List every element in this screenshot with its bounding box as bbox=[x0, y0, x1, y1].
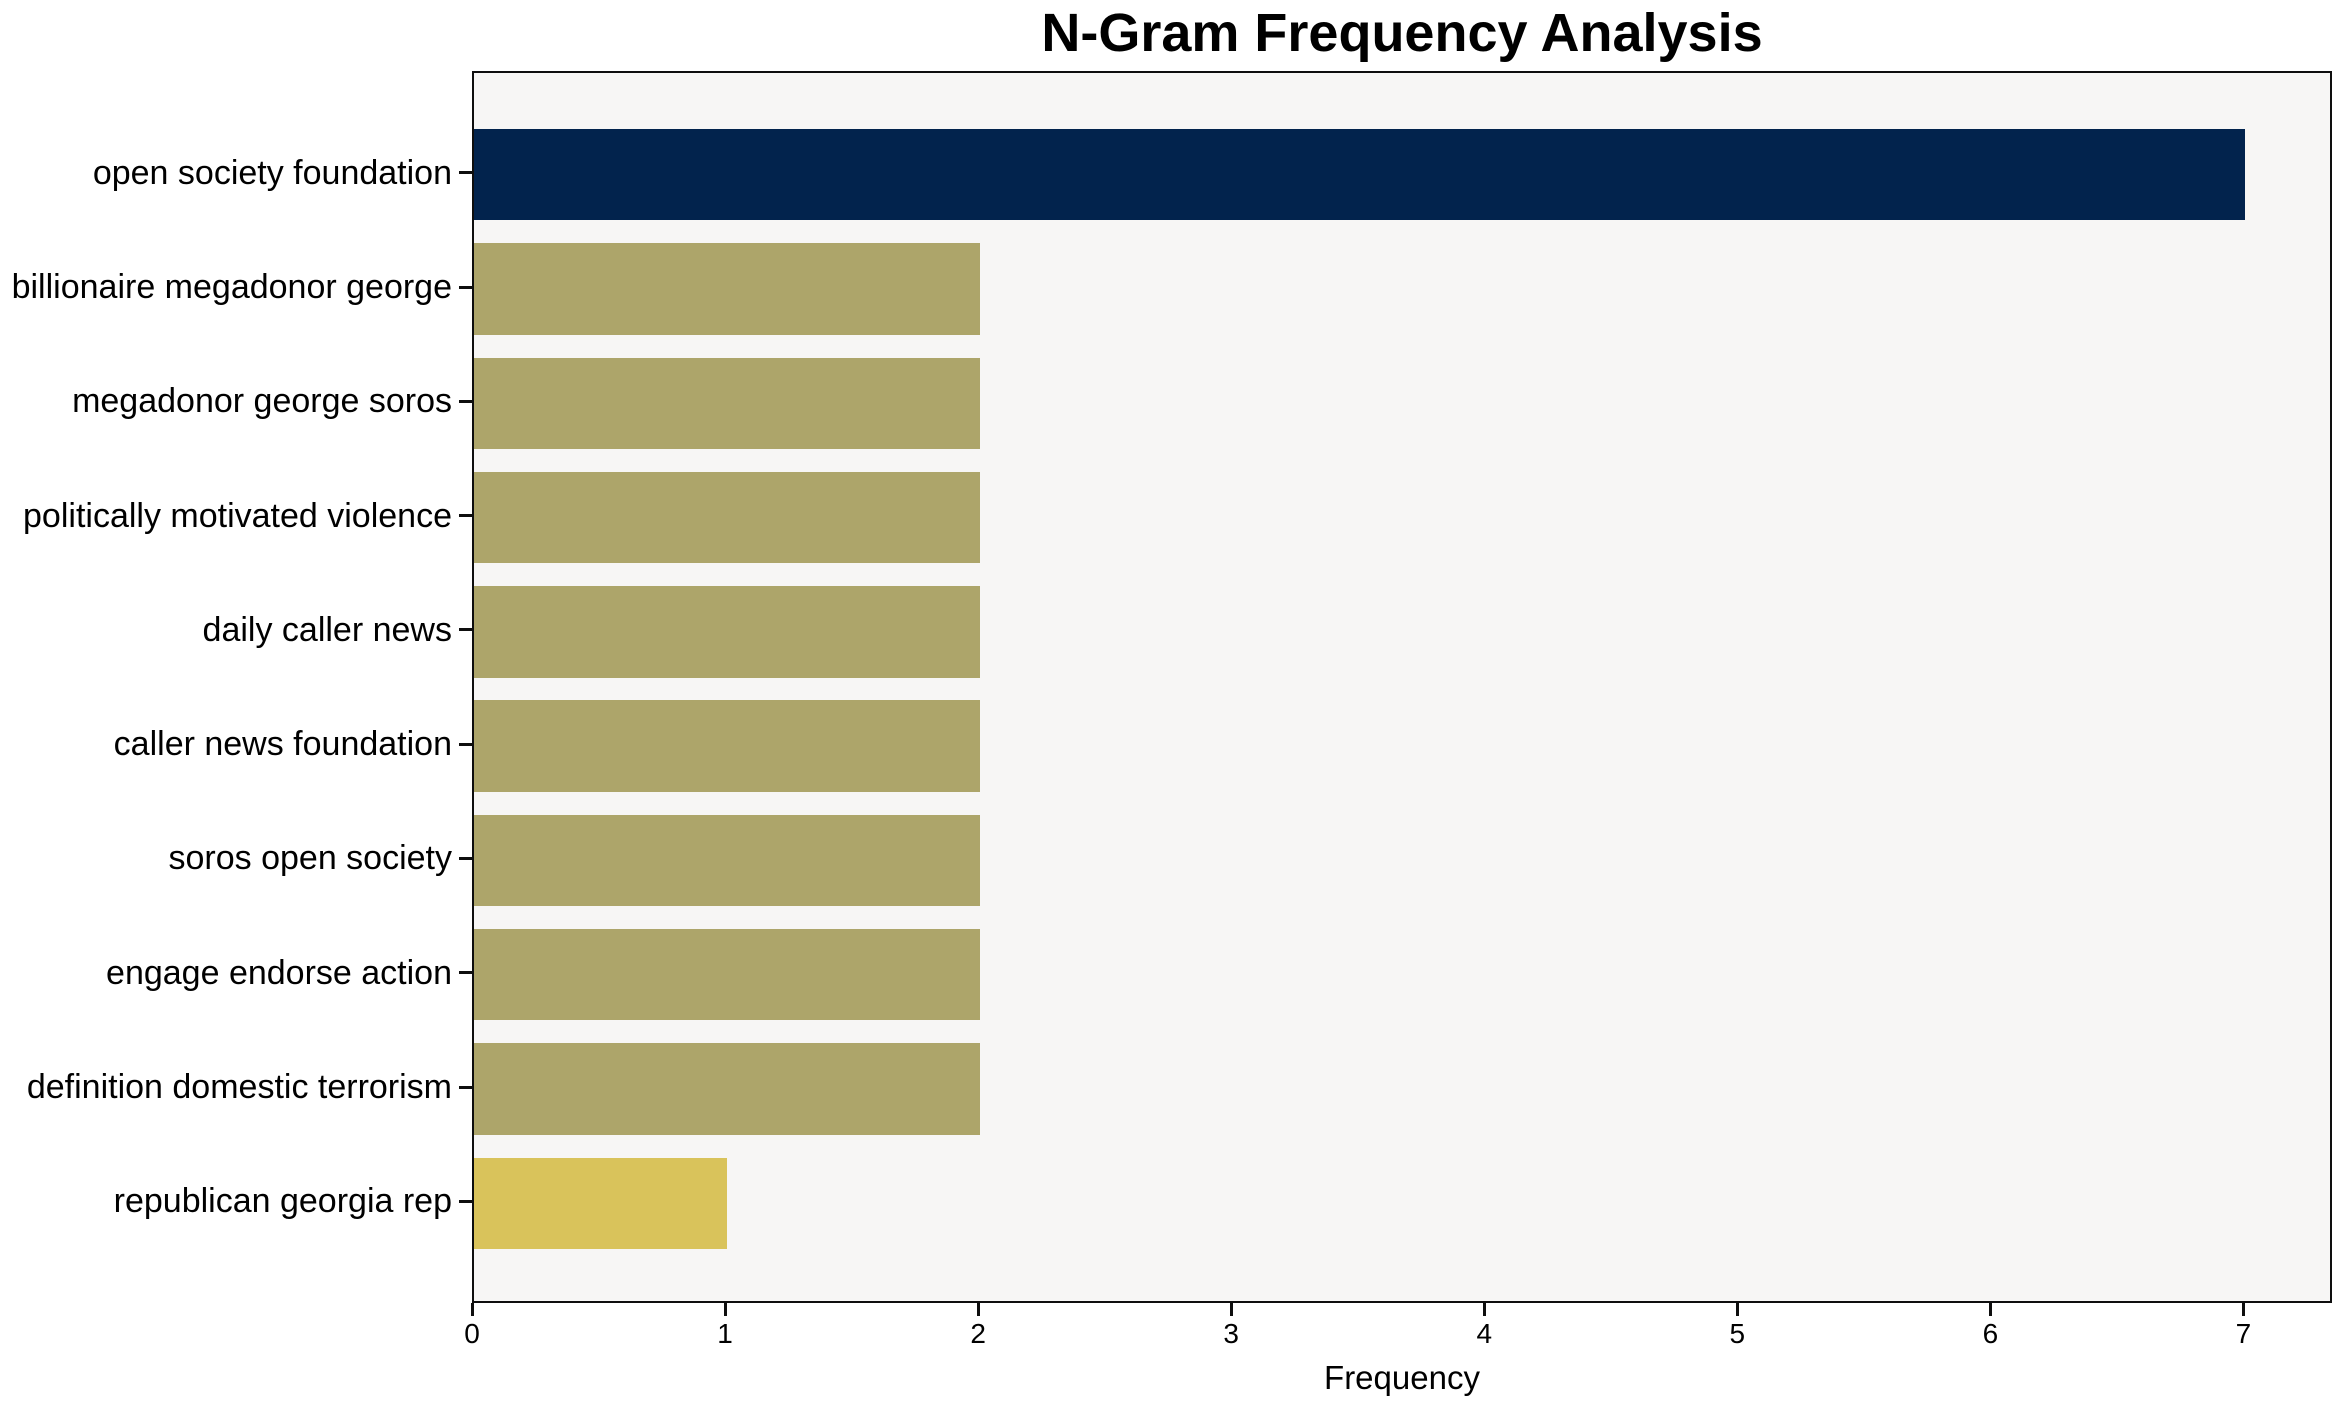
x-axis-tick bbox=[1482, 1303, 1486, 1316]
bar bbox=[474, 1043, 981, 1135]
x-axis-tick bbox=[723, 1303, 727, 1316]
bar bbox=[474, 243, 981, 335]
x-axis-tick-label: 5 bbox=[1729, 1318, 1746, 1349]
y-axis-label: soros open society bbox=[168, 839, 453, 878]
bar bbox=[474, 929, 981, 1021]
y-axis-tick bbox=[459, 742, 472, 746]
y-axis-tick bbox=[459, 514, 472, 518]
bar bbox=[474, 129, 2246, 221]
x-axis-tick-label: 4 bbox=[1476, 1318, 1493, 1349]
x-axis-tick bbox=[1735, 1303, 1739, 1316]
y-axis-label: engage endorse action bbox=[106, 953, 452, 992]
y-axis-label: definition domestic terrorism bbox=[26, 1068, 452, 1106]
bar bbox=[474, 357, 981, 449]
y-axis-label: politically motivated violence bbox=[23, 496, 452, 535]
y-axis-tick bbox=[459, 1085, 472, 1089]
y-axis-tick bbox=[459, 285, 472, 289]
y-axis-label: daily caller news bbox=[202, 610, 452, 649]
plot-area bbox=[472, 71, 2332, 1303]
y-axis-tick bbox=[459, 171, 472, 175]
bar bbox=[474, 586, 981, 678]
x-axis-tick bbox=[1988, 1303, 1992, 1316]
y-axis-tick bbox=[459, 399, 472, 403]
x-axis-tick-label: 3 bbox=[1223, 1318, 1239, 1349]
y-axis-label: open society foundation bbox=[92, 153, 452, 192]
x-axis-tick bbox=[470, 1303, 474, 1316]
x-axis-tick bbox=[976, 1303, 980, 1316]
bar bbox=[474, 1157, 728, 1249]
bar bbox=[474, 814, 981, 907]
x-axis-tick-label: 2 bbox=[970, 1318, 986, 1349]
y-axis-label: megadonor george soros bbox=[72, 382, 452, 421]
x-axis-tick bbox=[1229, 1303, 1233, 1316]
y-axis-label: caller news foundation bbox=[113, 725, 452, 764]
x-axis-tick bbox=[2241, 1303, 2245, 1316]
y-axis-tick bbox=[459, 628, 472, 632]
x-axis-tick-label: 0 bbox=[464, 1318, 480, 1349]
x-axis-tick-label: 7 bbox=[2235, 1318, 2252, 1349]
x-axis-tick-label: 1 bbox=[717, 1318, 733, 1349]
y-axis-label: republican georgia rep bbox=[113, 1182, 452, 1221]
y-axis-tick bbox=[459, 856, 472, 860]
y-axis-tick bbox=[459, 1199, 472, 1203]
x-axis-title: Frequency bbox=[1324, 1359, 1480, 1396]
bar bbox=[474, 700, 981, 792]
x-axis-tick-label: 6 bbox=[1982, 1318, 1999, 1349]
bar bbox=[474, 471, 981, 564]
chart-title: N-Gram Frequency Analysis bbox=[1041, 3, 1763, 63]
y-axis-tick bbox=[459, 971, 472, 975]
y-axis-label: billionaire megadonor george bbox=[11, 268, 452, 306]
